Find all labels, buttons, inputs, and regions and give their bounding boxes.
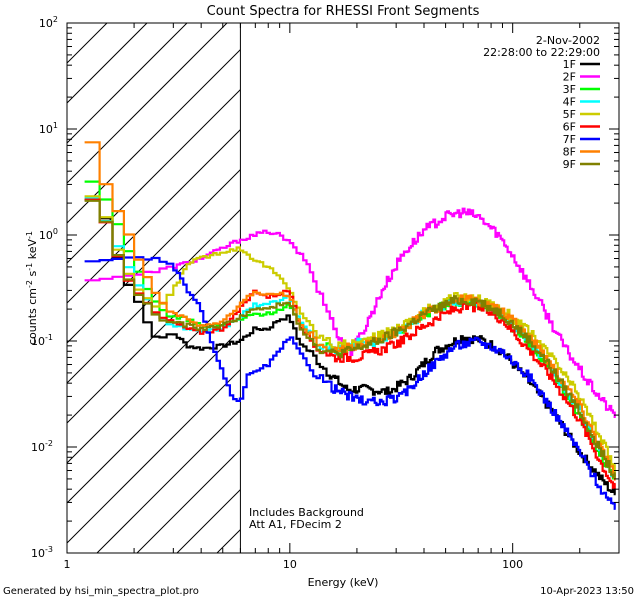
x-tick-label: 100 bbox=[502, 558, 523, 571]
hatch-line bbox=[176, 489, 241, 554]
hatch-line bbox=[66, 169, 241, 344]
axis-ticks bbox=[66, 22, 620, 554]
hatch-line bbox=[96, 409, 241, 554]
x-tick-label: 10 bbox=[283, 558, 297, 571]
hatch-line bbox=[66, 49, 241, 224]
legend-label-1F: 1F bbox=[563, 58, 576, 71]
series-7F bbox=[84, 256, 616, 510]
series-9F bbox=[84, 199, 616, 478]
series-layer bbox=[84, 141, 616, 510]
hatch-line bbox=[66, 289, 241, 464]
hatch-line bbox=[66, 129, 241, 304]
y-tick-label: 101 bbox=[39, 121, 58, 136]
hatch-line bbox=[66, 89, 241, 264]
series-3F bbox=[84, 180, 616, 480]
legend-label-4F: 4F bbox=[563, 96, 576, 109]
legend-label-2F: 2F bbox=[563, 71, 576, 84]
legend-time-range: 22:28:00 to 22:29:00 bbox=[483, 46, 600, 59]
chart-title: Count Spectra for RHESSI Front Segments bbox=[207, 4, 480, 19]
y-tick-label: 10-2 bbox=[31, 439, 53, 454]
annotation-attenuator: Att A1, FDecim 2 bbox=[249, 518, 342, 531]
legend-label-9F: 9F bbox=[563, 158, 576, 171]
y-tick-labels: 10-3 10-2 10-1 100 101 102 bbox=[31, 15, 58, 560]
legend-label-7F: 7F bbox=[563, 133, 576, 146]
series-5F bbox=[84, 195, 616, 473]
series-6F bbox=[84, 198, 616, 489]
hatch-line bbox=[66, 22, 188, 144]
hatch-line bbox=[136, 449, 241, 554]
hatch-line bbox=[66, 22, 228, 184]
y-tick-label: 10-1 bbox=[31, 333, 53, 348]
series-8F bbox=[84, 141, 616, 481]
footer-generator: Generated by hsi_min_spectra_plot.pro bbox=[3, 586, 199, 597]
hatch-line bbox=[66, 22, 108, 64]
x-tick-labels: 1 10 100 bbox=[64, 558, 524, 571]
annotation-background: Includes Background bbox=[249, 506, 364, 519]
legend-label-6F: 6F bbox=[563, 121, 576, 134]
series-1F bbox=[84, 198, 616, 496]
plot-frame bbox=[66, 22, 620, 554]
legend-label-3F: 3F bbox=[563, 83, 576, 96]
x-axis-label: Energy (keV) bbox=[308, 576, 379, 589]
hatch-line bbox=[216, 529, 241, 554]
series-2F bbox=[84, 207, 616, 418]
hatch-line bbox=[66, 329, 241, 504]
legend-date: 2-Nov-2002 bbox=[536, 34, 600, 47]
y-axis-label: counts cm-2 s-1 keV-1 bbox=[25, 231, 39, 345]
legend-label-5F: 5F bbox=[563, 108, 576, 121]
y-tick-label: 100 bbox=[39, 227, 58, 242]
y-tick-label: 102 bbox=[39, 15, 58, 30]
legend-label-8F: 8F bbox=[563, 146, 576, 159]
footer-timestamp: 10-Apr-2023 13:50 bbox=[540, 586, 634, 597]
hatch-line bbox=[66, 369, 241, 544]
y-tick-label: 10-3 bbox=[31, 545, 53, 560]
x-tick-label: 1 bbox=[64, 558, 71, 571]
attenuator-hatch-region bbox=[66, 22, 241, 554]
hatch-line bbox=[66, 209, 241, 384]
hatch-line bbox=[66, 22, 148, 104]
